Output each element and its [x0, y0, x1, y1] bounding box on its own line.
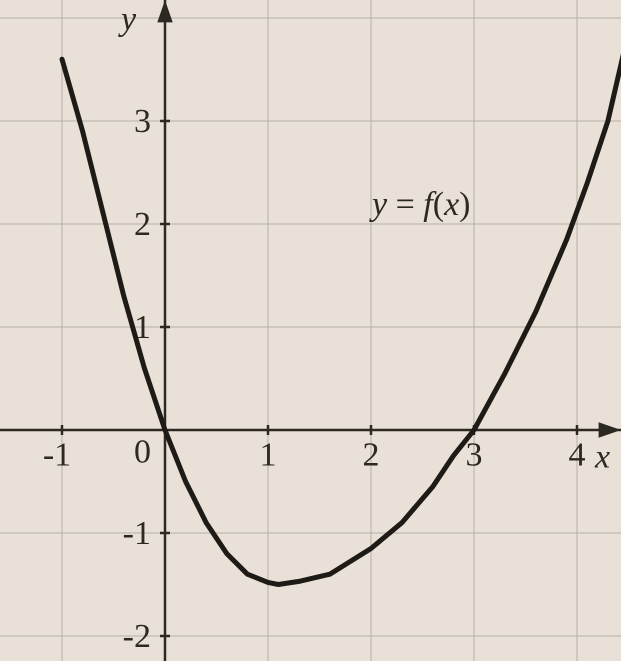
x-tick-label: 4 [569, 437, 586, 474]
y-tick-label: 3 [134, 103, 151, 140]
curve-label: y = f(x) [369, 186, 470, 223]
x-axis-label: x [594, 438, 610, 475]
function-plot: -11234-2-11230yxy = f(x) [0, 0, 621, 661]
x-tick-label: 1 [260, 437, 277, 474]
x-tick-label: -1 [43, 437, 71, 474]
origin-label: 0 [134, 433, 151, 470]
y-tick-label: 2 [134, 206, 151, 243]
y-axis-label: y [118, 1, 137, 38]
y-tick-label: -1 [123, 515, 151, 552]
x-tick-label: 2 [363, 437, 380, 474]
x-tick-label: 3 [466, 437, 483, 474]
y-tick-label: -2 [123, 618, 151, 655]
